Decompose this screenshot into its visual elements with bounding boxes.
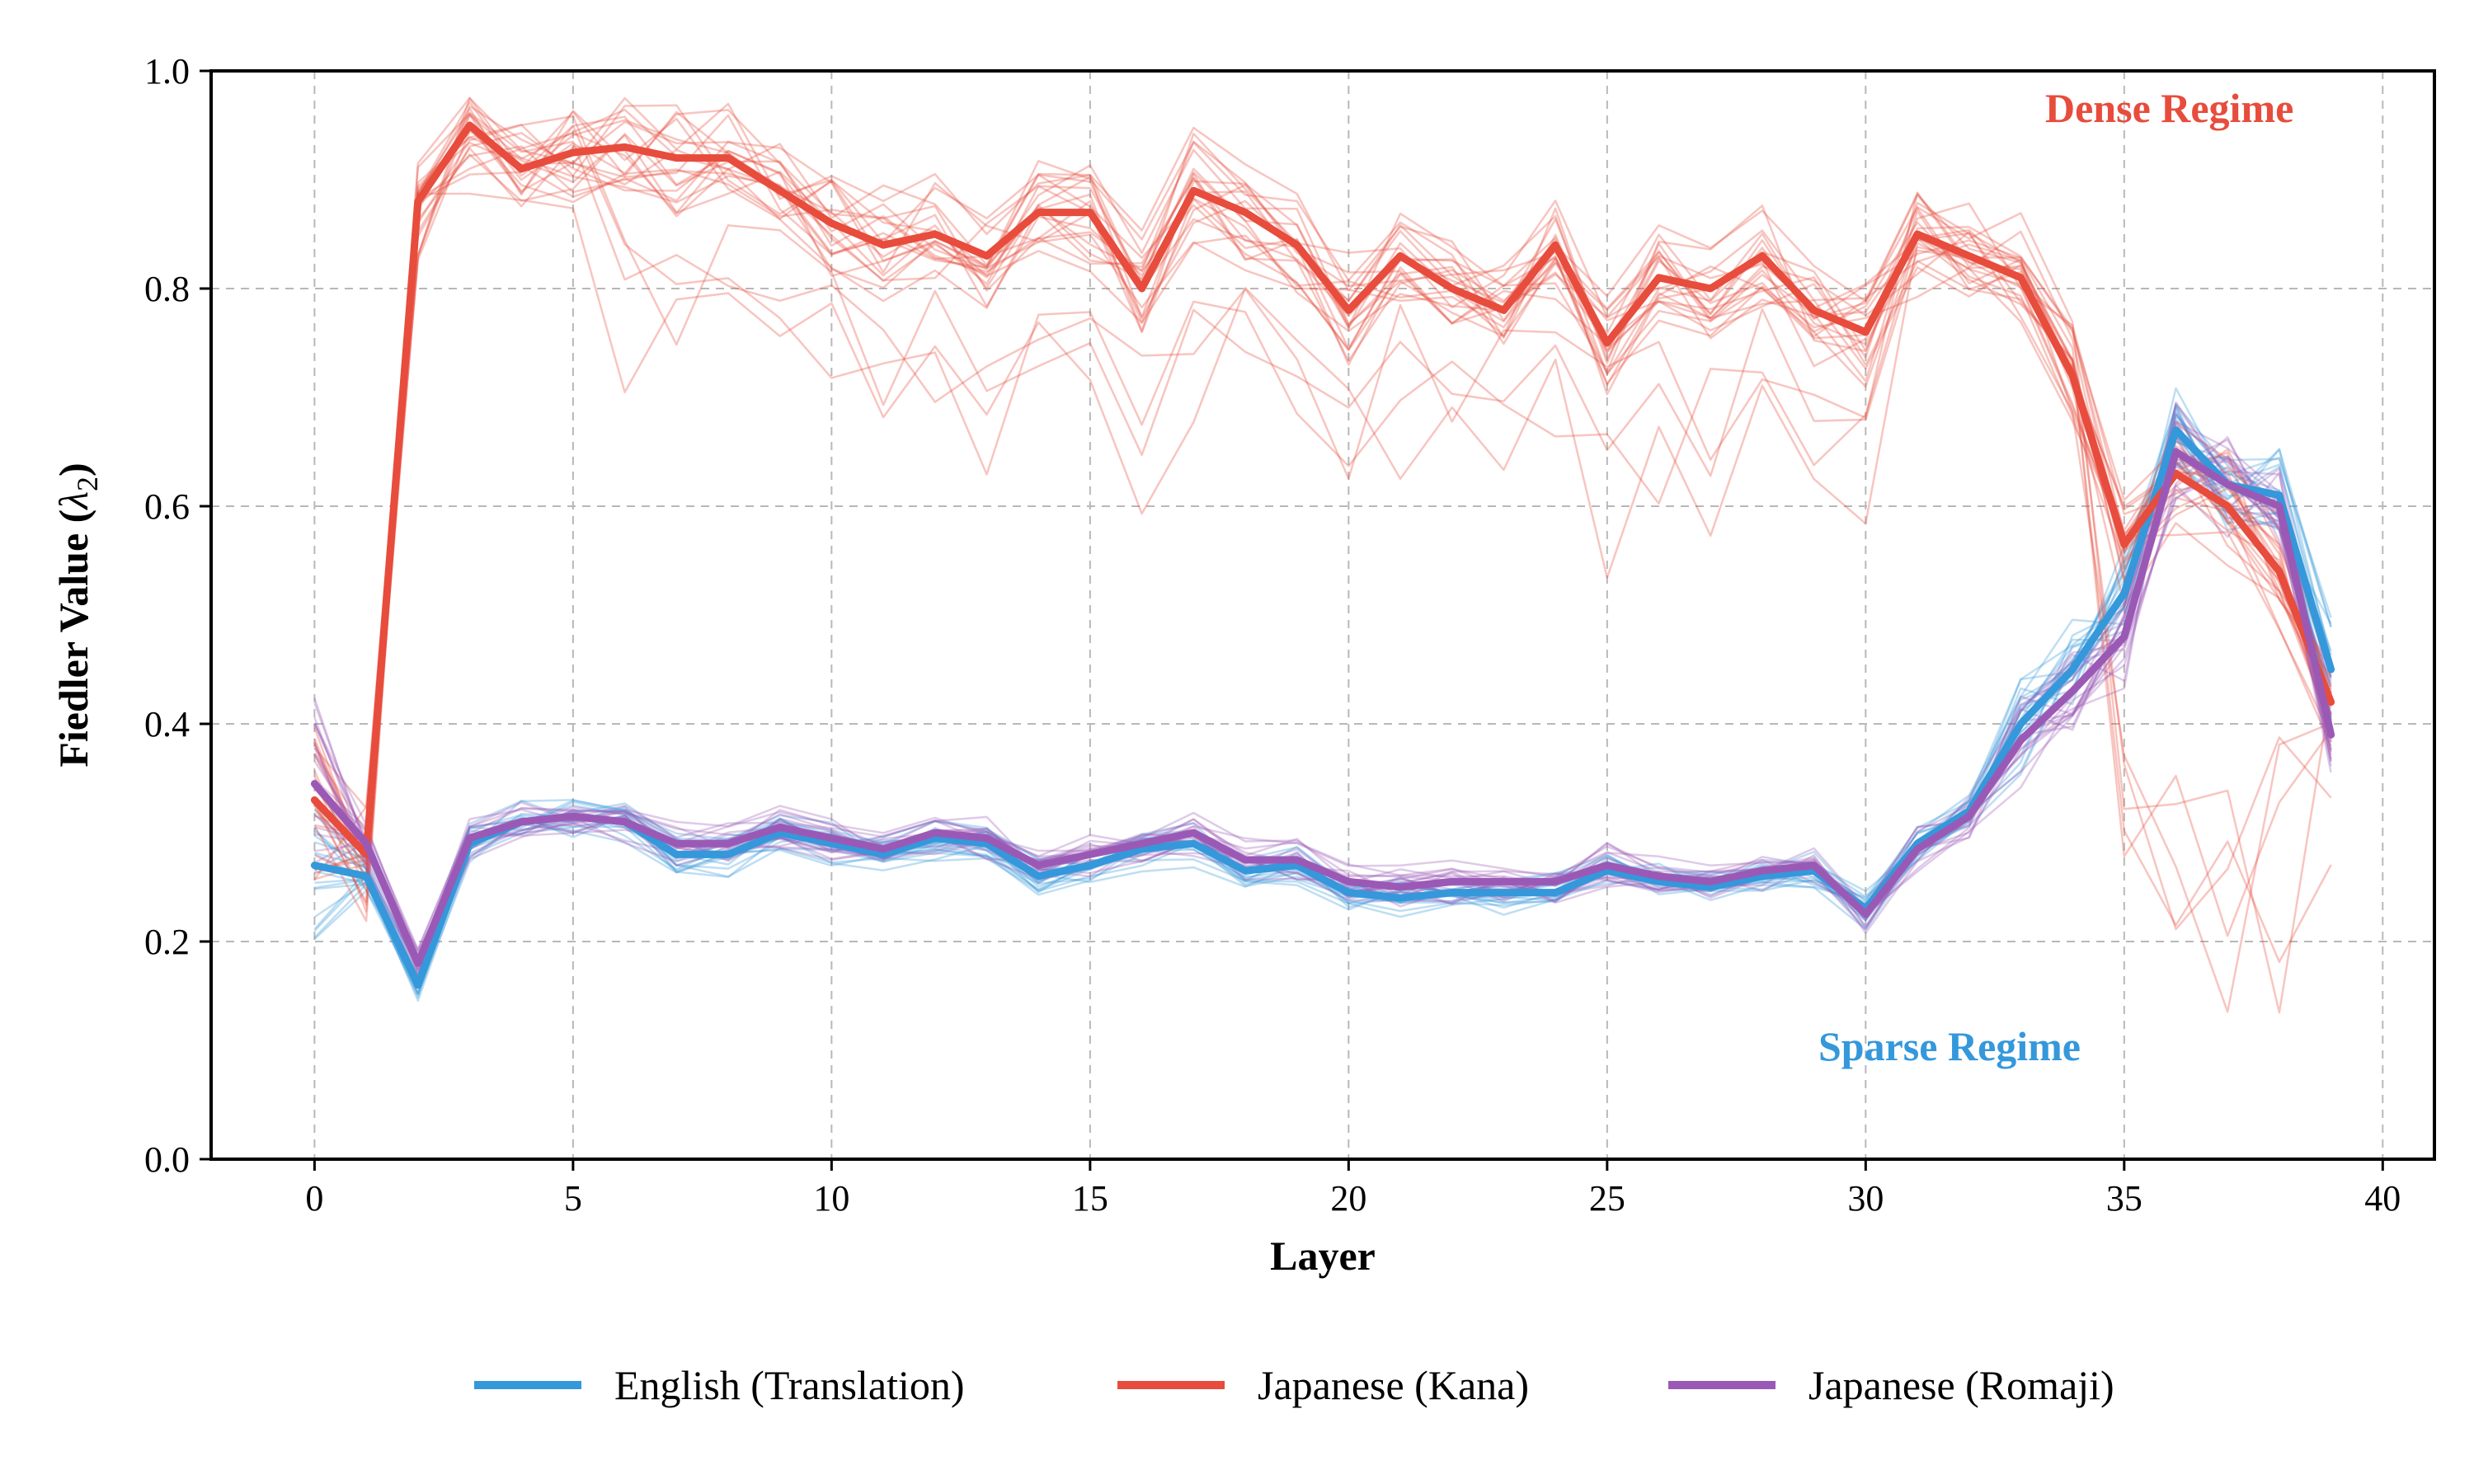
x-tick-label: 25 — [1589, 1178, 1625, 1219]
sample-line — [313, 136, 2332, 866]
grid — [211, 70, 2434, 1160]
sample-line — [313, 416, 2332, 995]
sample-line — [314, 406, 2332, 979]
mean-line-series-0 — [310, 426, 2335, 989]
legend: English (Translation) Japanese (Kana) Ja… — [474, 1362, 2114, 1408]
y-axis-title: Fiedler Value (λ2) — [50, 463, 104, 767]
mean-lines — [310, 121, 2335, 989]
x-tick-label: 40 — [2364, 1178, 2401, 1219]
sample-line — [313, 130, 2332, 854]
x-axis-title: Layer — [1270, 1233, 1376, 1279]
y-tick-label: 0.4 — [144, 704, 190, 744]
legend-item-japanese-romaji: Japanese (Romaji) — [1668, 1362, 2114, 1408]
x-tick-label: 20 — [1330, 1178, 1366, 1219]
mean-line-series-1 — [310, 121, 2335, 858]
sample-line — [314, 108, 2332, 871]
sample-line — [313, 124, 2332, 904]
y-tick-label: 0.2 — [144, 922, 190, 962]
sample-line — [314, 145, 2332, 881]
y-tick-label: 0.6 — [144, 486, 190, 527]
legend-label-japanese-romaji: Japanese (Romaji) — [1808, 1362, 2114, 1408]
x-tick-label: 15 — [1072, 1178, 1108, 1219]
sample-line — [313, 120, 2332, 937]
sample-line — [313, 110, 2332, 931]
y-tick-label: 1.0 — [144, 51, 190, 92]
sample-line — [313, 101, 2332, 838]
x-tick-label: 30 — [1847, 1178, 1884, 1219]
sample-line — [313, 141, 2332, 892]
legend-item-english: English (Translation) — [474, 1362, 965, 1408]
sample-line — [314, 96, 2332, 880]
x-tick-label: 10 — [813, 1178, 849, 1219]
legend-label-english: English (Translation) — [614, 1362, 965, 1408]
y-tick-label: 0.0 — [144, 1139, 190, 1180]
x-tick-label: 35 — [2106, 1178, 2142, 1219]
annotation-dense-regime: Dense Regime — [2045, 85, 2293, 131]
legend-item-japanese-kana: Japanese (Kana) — [1117, 1362, 1529, 1408]
annotation-sparse-regime: Sparse Regime — [1818, 1023, 2081, 1069]
axis-ticks: 0 5 10 15 20 25 30 35 40 0.0 0.2 0.4 0.6 0.8 1.0 — [144, 51, 2401, 1219]
y-tick-label: 0.8 — [144, 269, 190, 309]
mean-line-series-2 — [310, 448, 2335, 967]
legend-label-japanese-kana: Japanese (Kana) — [1258, 1362, 1529, 1408]
plot-frame — [209, 69, 2436, 1161]
sample-line — [313, 439, 2332, 979]
sample-line — [313, 192, 2332, 923]
sample-line — [313, 132, 2332, 913]
x-tick-label: 0 — [305, 1178, 323, 1219]
sample-line — [313, 109, 2332, 833]
x-tick-label: 5 — [564, 1178, 582, 1219]
sample-line — [313, 96, 2332, 1014]
